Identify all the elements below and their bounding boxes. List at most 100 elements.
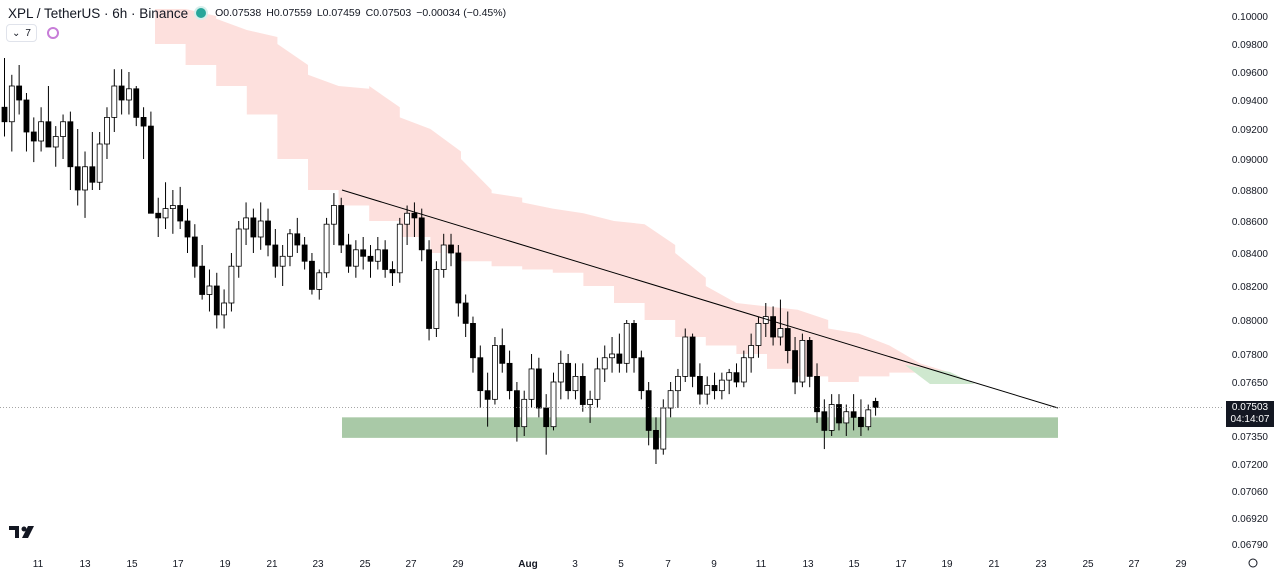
candle-body (330, 205, 337, 225)
candle (821, 399, 828, 450)
candle (367, 245, 374, 278)
candle-body (792, 350, 798, 383)
candle-body (367, 255, 374, 262)
candle (23, 93, 30, 152)
x-tick-label: 17 (895, 559, 907, 570)
candle (382, 240, 389, 278)
candle-body (323, 223, 330, 274)
candle (726, 368, 733, 395)
candle-body (858, 416, 864, 428)
candle (506, 350, 513, 400)
ichimoku-cloud (155, 9, 975, 384)
candle (221, 289, 228, 329)
candle (777, 299, 784, 346)
candle (155, 197, 162, 237)
candle-body (514, 390, 520, 428)
candle-body (711, 385, 718, 392)
candle (528, 354, 535, 408)
candle (309, 253, 315, 295)
trendline-layer (0, 189, 1222, 409)
candle (338, 197, 345, 253)
settings-gear-icon[interactable] (1248, 558, 1258, 568)
x-tick-label: 3 (572, 559, 578, 570)
indicators-toggle-button[interactable]: ⌄ 7 (6, 24, 37, 42)
candle (8, 74, 15, 152)
candle (389, 261, 396, 286)
candle-body (111, 85, 118, 118)
tradingview-logo-icon[interactable] (9, 524, 39, 540)
candle-body (865, 409, 872, 428)
candle-body (462, 302, 469, 324)
candle (352, 240, 359, 278)
y-tick-label: 0.06920 (1232, 514, 1269, 525)
candle (872, 397, 879, 416)
candle-body (594, 368, 601, 400)
candle-body (484, 390, 491, 400)
candle (645, 382, 652, 446)
x-tick-label: 17 (172, 559, 184, 570)
candle-body (550, 381, 557, 428)
candle (565, 354, 572, 400)
y-tick-label: 0.07800 (1232, 350, 1269, 361)
chevron-down-icon: ⌄ (12, 27, 21, 39)
candle-body (557, 362, 564, 383)
candle (484, 372, 491, 427)
candle (38, 107, 44, 152)
y-tick-label: 0.09800 (1232, 40, 1269, 51)
candle-body (126, 88, 132, 101)
candle-body (499, 345, 506, 364)
candle-body (638, 357, 645, 392)
candle (184, 208, 191, 253)
y-tick-label: 0.09600 (1232, 68, 1269, 79)
candle-body (235, 228, 242, 267)
candle-body (272, 244, 279, 267)
candle (850, 394, 857, 431)
candle (316, 269, 323, 300)
candle-body (155, 212, 162, 219)
candle (836, 394, 842, 431)
candle-body (250, 217, 257, 238)
y-tick-label: 0.07650 (1232, 378, 1269, 389)
candle (272, 229, 279, 278)
candle-body (96, 143, 103, 183)
candle-body (784, 328, 791, 352)
candle-body (689, 336, 696, 377)
candle (601, 345, 608, 382)
candle (243, 202, 249, 245)
candle (147, 111, 154, 214)
candle (374, 237, 381, 270)
candle (169, 190, 176, 234)
candle-body (287, 233, 293, 257)
candle (843, 404, 850, 436)
candle-body (535, 368, 542, 409)
candle (711, 372, 718, 400)
bar-countdown: 04:14:07 (1230, 414, 1270, 425)
candle-body (8, 85, 15, 123)
x-tick-label: 21 (988, 559, 1000, 570)
candle-body (199, 265, 206, 295)
candle (448, 233, 454, 267)
candle-body (440, 244, 447, 270)
candle (755, 316, 762, 358)
candle-body (426, 249, 432, 329)
loading-spinner-icon (46, 27, 59, 39)
candle (492, 337, 498, 405)
candle-body (470, 322, 476, 359)
x-tick-label: 25 (359, 559, 371, 570)
candle-body (82, 166, 88, 191)
candle (411, 202, 418, 237)
support-zone (342, 417, 1058, 438)
last-price-label: 0.07503 04:14:07 (1226, 401, 1274, 427)
candle-body (360, 249, 367, 257)
candle-body (404, 212, 411, 225)
candle-body (770, 316, 776, 338)
symbol-title[interactable]: XPL / TetherUS · 6h · Binance (8, 5, 189, 21)
y-tick-label: 0.09400 (1232, 96, 1269, 107)
candle (287, 229, 293, 267)
candle (360, 237, 367, 270)
candle-body (140, 117, 147, 127)
y-tick-label: 0.08600 (1232, 217, 1269, 228)
candle (697, 363, 703, 405)
candle-body (675, 375, 681, 392)
